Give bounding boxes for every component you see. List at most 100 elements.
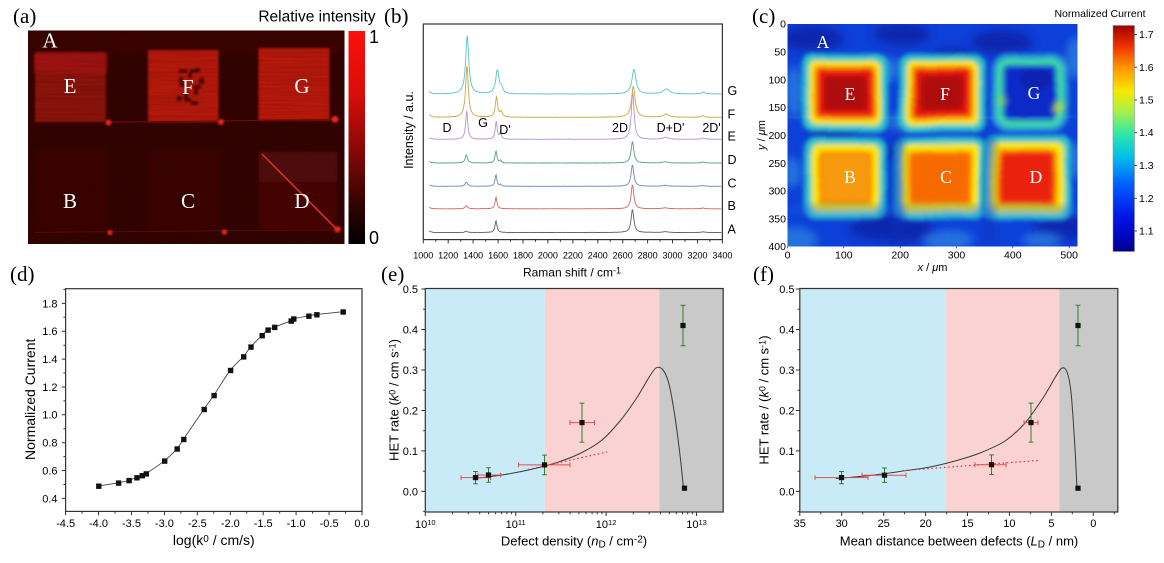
svg-text:0: 0 bbox=[1090, 518, 1096, 530]
svg-text:3400: 3400 bbox=[712, 251, 732, 261]
svg-text:20: 20 bbox=[919, 518, 931, 530]
svg-text:D: D bbox=[728, 153, 737, 167]
svg-text:50: 50 bbox=[774, 47, 786, 59]
svg-text:100: 100 bbox=[768, 74, 786, 86]
svg-text:A: A bbox=[817, 32, 830, 52]
svg-text:1.3: 1.3 bbox=[1139, 160, 1154, 172]
svg-text:1400: 1400 bbox=[463, 251, 483, 261]
svg-text:G: G bbox=[294, 74, 309, 98]
svg-text:F: F bbox=[728, 107, 736, 121]
svg-text:2D': 2D' bbox=[702, 121, 720, 135]
svg-text:400: 400 bbox=[768, 241, 786, 253]
svg-text:0.3: 0.3 bbox=[779, 365, 794, 377]
svg-text:2000: 2000 bbox=[538, 251, 558, 261]
svg-text:0.5: 0.5 bbox=[403, 284, 418, 296]
svg-text:300: 300 bbox=[768, 186, 786, 198]
svg-text:1013: 1013 bbox=[686, 518, 707, 531]
svg-text:-1.0: -1.0 bbox=[287, 518, 306, 530]
svg-text:E: E bbox=[845, 84, 856, 104]
svg-text:1.1: 1.1 bbox=[1139, 226, 1154, 238]
svg-text:0.0: 0.0 bbox=[354, 518, 369, 530]
svg-text:0.1: 0.1 bbox=[403, 446, 418, 458]
svg-text:G: G bbox=[1028, 83, 1041, 103]
svg-text:G: G bbox=[728, 84, 738, 98]
svg-text:Defect density (nD / cm-2): Defect density (nD / cm-2) bbox=[501, 534, 647, 551]
svg-text:1.4: 1.4 bbox=[42, 354, 57, 366]
svg-text:1.4: 1.4 bbox=[1139, 127, 1154, 139]
svg-text:A: A bbox=[42, 29, 58, 53]
svg-text:2600: 2600 bbox=[613, 251, 633, 261]
svg-text:HET rate / (k0 / cm s-1): HET rate / (k0 / cm s-1) bbox=[757, 335, 772, 464]
svg-text:1.8: 1.8 bbox=[42, 298, 57, 310]
svg-text:5: 5 bbox=[1048, 518, 1054, 530]
svg-text:F: F bbox=[940, 84, 950, 104]
svg-text:0.4: 0.4 bbox=[403, 324, 418, 336]
svg-text:-3.0: -3.0 bbox=[155, 518, 174, 530]
svg-text:0.5: 0.5 bbox=[779, 284, 794, 296]
svg-text:B: B bbox=[728, 199, 736, 213]
svg-text:B: B bbox=[844, 167, 856, 187]
svg-text:1.6: 1.6 bbox=[1139, 62, 1154, 74]
svg-text:F: F bbox=[182, 75, 194, 99]
svg-text:1.6: 1.6 bbox=[42, 326, 57, 338]
svg-text:(e): (e) bbox=[381, 262, 404, 286]
svg-text:1800: 1800 bbox=[513, 251, 533, 261]
svg-text:200: 200 bbox=[768, 130, 786, 142]
svg-text:0: 0 bbox=[785, 250, 791, 262]
svg-text:0: 0 bbox=[369, 228, 379, 248]
svg-text:1.2: 1.2 bbox=[42, 382, 57, 394]
svg-text:0.0: 0.0 bbox=[779, 486, 794, 498]
svg-text:-2.5: -2.5 bbox=[188, 518, 207, 530]
svg-text:0.3: 0.3 bbox=[403, 365, 418, 377]
svg-text:Raman shift / cm-1: Raman shift / cm-1 bbox=[523, 266, 621, 280]
svg-text:-0.5: -0.5 bbox=[320, 518, 339, 530]
svg-text:Relative intensity: Relative intensity bbox=[258, 9, 375, 26]
svg-text:(f): (f) bbox=[753, 262, 774, 286]
svg-text:300: 300 bbox=[948, 250, 966, 262]
svg-text:1.0: 1.0 bbox=[42, 410, 57, 422]
svg-text:25: 25 bbox=[878, 518, 890, 530]
svg-text:10: 10 bbox=[1003, 518, 1015, 530]
svg-text:2800: 2800 bbox=[638, 251, 658, 261]
svg-text:30: 30 bbox=[836, 518, 848, 530]
svg-text:0: 0 bbox=[780, 19, 786, 31]
svg-text:y / μm: y / μm bbox=[756, 120, 768, 151]
svg-text:A: A bbox=[728, 223, 737, 237]
svg-text:2400: 2400 bbox=[588, 251, 608, 261]
svg-text:1012: 1012 bbox=[596, 518, 617, 531]
svg-text:2200: 2200 bbox=[563, 251, 583, 261]
svg-text:0.2: 0.2 bbox=[403, 405, 418, 417]
svg-text:(c): (c) bbox=[752, 4, 775, 28]
svg-text:400: 400 bbox=[1004, 250, 1022, 262]
svg-text:C: C bbox=[940, 167, 952, 187]
svg-text:-4.0: -4.0 bbox=[89, 518, 108, 530]
svg-text:Normalized Current: Normalized Current bbox=[22, 339, 38, 460]
svg-text:-3.5: -3.5 bbox=[122, 518, 141, 530]
svg-text:1200: 1200 bbox=[438, 251, 458, 261]
svg-text:D: D bbox=[294, 189, 309, 213]
svg-text:1.2: 1.2 bbox=[1139, 193, 1154, 205]
svg-text:150: 150 bbox=[768, 102, 786, 114]
svg-text:15: 15 bbox=[961, 518, 973, 530]
svg-text:D: D bbox=[442, 121, 451, 135]
svg-text:log(k0 / cm/s): log(k0 / cm/s) bbox=[173, 532, 255, 548]
svg-text:Intensity / a.u.: Intensity / a.u. bbox=[402, 91, 416, 169]
svg-text:B: B bbox=[63, 189, 77, 213]
svg-text:G: G bbox=[478, 116, 488, 130]
svg-text:1011: 1011 bbox=[506, 518, 526, 531]
svg-text:2D: 2D bbox=[612, 121, 628, 135]
svg-text:1.5: 1.5 bbox=[1139, 95, 1154, 107]
svg-text:(a): (a) bbox=[13, 4, 36, 28]
svg-text:-4.5: -4.5 bbox=[56, 518, 75, 530]
svg-text:D': D' bbox=[499, 123, 510, 137]
svg-text:200: 200 bbox=[891, 250, 909, 262]
svg-text:1: 1 bbox=[369, 27, 379, 47]
svg-text:100: 100 bbox=[835, 250, 853, 262]
svg-text:350: 350 bbox=[768, 213, 786, 225]
svg-text:D: D bbox=[1030, 167, 1043, 187]
svg-text:-2.0: -2.0 bbox=[221, 518, 240, 530]
svg-text:0.1: 0.1 bbox=[779, 446, 794, 458]
svg-text:-1.5: -1.5 bbox=[254, 518, 273, 530]
svg-text:x / μm: x / μm bbox=[917, 262, 948, 274]
svg-text:E: E bbox=[64, 74, 77, 98]
